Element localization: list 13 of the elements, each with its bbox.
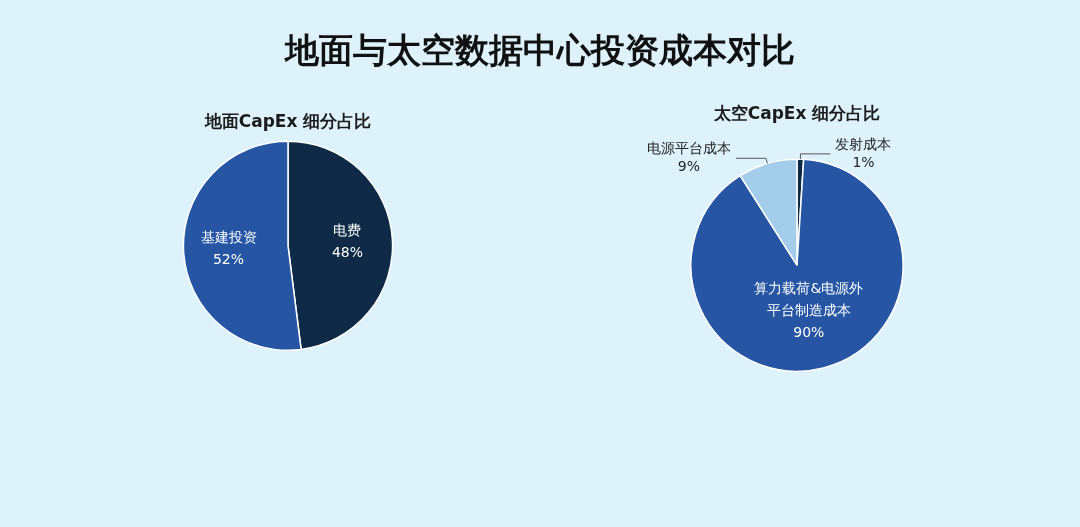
- data-label: 48%: [331, 243, 364, 260]
- chart-title: 太空CapEx 细分占比: [712, 102, 881, 123]
- slice-label: 算力载荷&电源外平台制造成本: [754, 280, 864, 319]
- slice-label: 发射成本: [835, 135, 892, 152]
- data-label: 52%: [212, 251, 245, 268]
- slice-label: 电费: [333, 221, 362, 238]
- slice-label: 电源平台成本: [646, 139, 731, 156]
- text: 地面与太空数据中心投资成本对比: [283, 29, 796, 72]
- data-label: 9%: [677, 157, 701, 174]
- data-label: 90%: [793, 324, 825, 341]
- chart-title: 地面CapEx 细分占比: [203, 110, 372, 131]
- data-label: 1%: [852, 153, 875, 170]
- slice-label: 基建投资: [200, 229, 257, 246]
